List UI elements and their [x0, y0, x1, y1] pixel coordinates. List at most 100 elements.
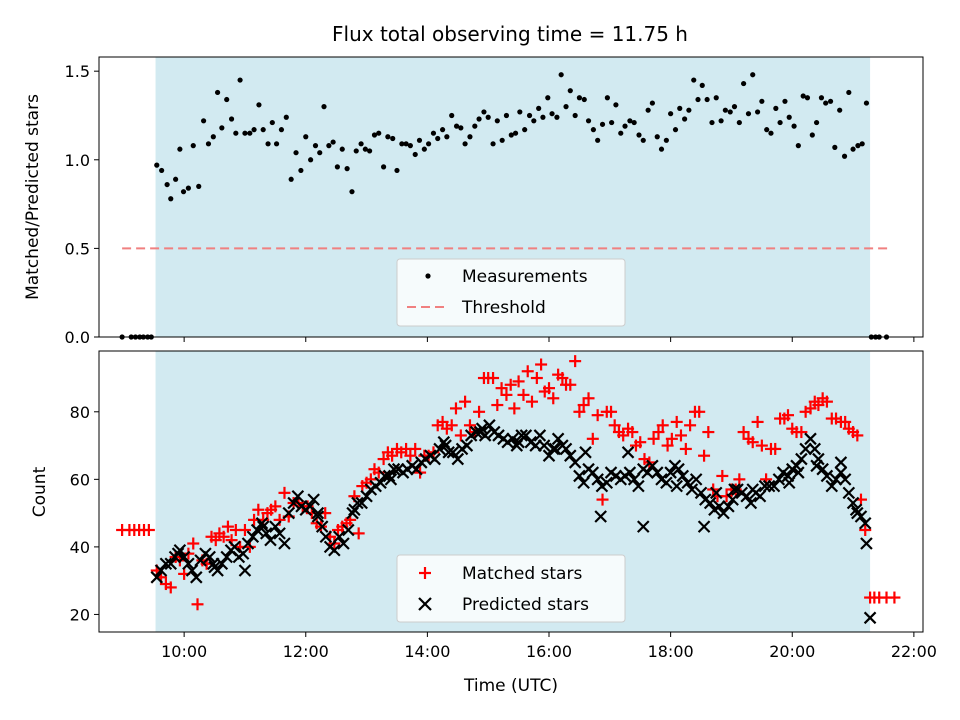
predicted-star-point [342, 523, 355, 537]
measurement-point [185, 185, 191, 191]
predicted-star-point [646, 459, 659, 473]
measurement-point [800, 93, 806, 99]
measurement-point [595, 137, 601, 143]
predicted-star-point [632, 479, 645, 493]
predicted-star-point [846, 496, 860, 510]
matched-star-point [512, 375, 525, 388]
predicted-star-point [744, 496, 758, 510]
measurement-point [233, 130, 239, 136]
predicted-star-point [546, 442, 560, 456]
measurement-point [371, 132, 378, 138]
predicted-star-point [858, 516, 872, 530]
measurement-point [205, 141, 212, 147]
measurement-point [754, 109, 761, 115]
predicted-star-point [838, 473, 852, 486]
predicted-star-point [713, 500, 726, 513]
measurement-point [764, 127, 770, 133]
measurement-point [444, 134, 450, 140]
measurement-point [718, 118, 724, 124]
predicted-star-point [573, 469, 586, 483]
matched-star-point [702, 426, 715, 439]
measurement-point [823, 100, 829, 106]
measurement-point [412, 151, 418, 158]
measurement-point [472, 123, 478, 129]
predicted-star-point [451, 452, 465, 466]
predicted-star-point [238, 564, 252, 577]
measurement-point [631, 119, 637, 126]
measurement-point [177, 146, 183, 152]
count-y-axis-label: Count [30, 466, 50, 517]
predicted-star-point [255, 516, 269, 530]
predicted-star-point [681, 476, 694, 489]
predicted-star-point [360, 489, 373, 503]
predicted-star-point [215, 557, 229, 571]
x-axis-label: Time (UTC) [463, 676, 558, 696]
matched-star-point [582, 392, 595, 405]
matched-star-point [693, 405, 706, 418]
matched-star-point [436, 415, 449, 428]
matched-star-point [795, 426, 808, 439]
predicted-star-point [758, 479, 772, 493]
measurement-point [376, 130, 382, 136]
predicted-star-point [808, 442, 822, 456]
count-legend: Matched stars Predicted stars [396, 554, 626, 623]
measurement-point [804, 95, 811, 101]
predicted-star-point [689, 473, 703, 486]
ratio-legend: Measurements Threshold [396, 258, 626, 327]
predicted-star-point [208, 560, 221, 574]
measurement-point [421, 146, 427, 152]
matched-star-point [665, 432, 678, 445]
count-panel-x-ticks: 10:00 12:00 14:00 16:00 18:00 20:00 22:00 [161, 632, 937, 661]
ratio-panel-frame [98, 56, 924, 338]
measurement-point [330, 139, 336, 145]
legend-predicted-label: Predicted stars [462, 595, 589, 615]
count-panel-y-ticks: 20 40 60 80 [70, 403, 99, 624]
matched-star-point [495, 382, 508, 395]
predicted-star-point [287, 496, 300, 510]
matched-star-point [812, 399, 825, 412]
matched-star-point [377, 453, 390, 466]
measurement-point [613, 102, 619, 108]
predicted-star-point [842, 486, 856, 500]
measurement-point [609, 119, 615, 126]
measurement-point [490, 141, 496, 147]
matched-star-point [670, 415, 683, 428]
matched-star-point [679, 442, 692, 455]
measurement-point [430, 130, 437, 136]
measurement-point [298, 167, 304, 174]
predicted-star-point [374, 476, 387, 489]
measurement-point [339, 146, 345, 152]
measurement-point [435, 135, 441, 142]
predicted-star-point [641, 466, 654, 479]
measurement-point [399, 141, 405, 147]
measurement-point [686, 107, 692, 113]
predicted-star-point [594, 510, 607, 523]
predicted-star-point [256, 520, 270, 533]
measurement-point [353, 148, 359, 154]
matched-star-point [454, 429, 467, 442]
matched-star-point [252, 503, 265, 516]
matched-star-point [530, 372, 543, 385]
measurement-point [850, 146, 856, 152]
measurement-point [237, 77, 243, 83]
predicted-star-point [351, 496, 364, 510]
matched-star-point [626, 426, 639, 439]
measurement-point [540, 114, 546, 120]
predicted-star-point [439, 439, 452, 452]
predicted-star-point [627, 473, 641, 486]
measurement-point [407, 143, 413, 149]
matched-star-point [404, 449, 417, 462]
predicted-star-point [722, 500, 735, 513]
x-tick-label: 16:00 [526, 642, 572, 661]
matched-star-point [888, 591, 901, 604]
measurement-point [367, 148, 373, 154]
measurement-point [308, 157, 314, 163]
matched-star-point [445, 419, 458, 432]
predicted-star-point [537, 439, 551, 452]
predicted-star-point [579, 446, 592, 459]
predicted-star-point [586, 466, 600, 479]
predicted-star-point [650, 466, 664, 479]
predicted-star-point [185, 564, 199, 577]
measurement-point [467, 134, 473, 140]
